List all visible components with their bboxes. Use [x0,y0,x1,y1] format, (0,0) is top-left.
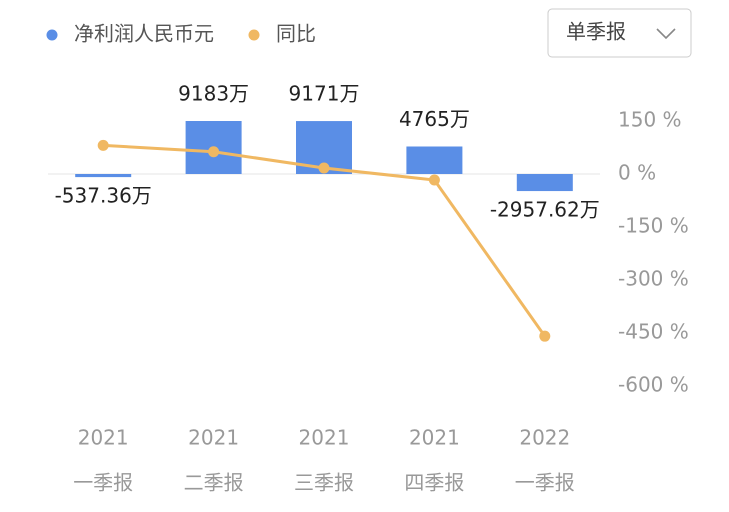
line-point [539,330,551,342]
x-tick-label: 二季报 [184,471,244,495]
x-tick-label: 2021 [188,426,239,450]
value-label: 9171万 [289,82,360,106]
bar [75,174,132,178]
y2-tick-label: -450 % [618,320,689,344]
x-tick-label: 三季报 [294,471,354,495]
legend-marker [248,29,260,41]
value-label: -537.36万 [55,184,152,208]
x-tick-label: 2021 [78,426,129,450]
value-label: 9183万 [178,82,249,106]
y2-tick-label: 0 % [618,161,656,185]
legend-label: 净利润人民币元 [74,22,214,46]
x-tick-label: 2021 [409,426,460,450]
legend-marker [46,29,58,41]
value-label: -2957.62万 [490,198,600,222]
x-tick-label: 2022 [519,426,570,450]
y2-tick-label: -150 % [618,214,689,238]
bar [516,174,573,192]
y2-tick-label: -300 % [618,267,689,291]
x-tick-label: 一季报 [515,471,575,495]
select-label[interactable]: 单季报 [566,20,626,44]
x-tick-label: 2021 [299,426,350,450]
line-point [208,146,220,158]
period-select[interactable]: 单季报 [547,8,692,58]
x-tick-label: 四季报 [404,471,464,495]
line-point [97,139,109,151]
y2-tick-label: -600 % [618,373,689,397]
select-box[interactable] [547,8,692,58]
legend-label: 同比 [276,22,316,46]
chevron[interactable] [656,28,676,40]
value-label: 4765万 [399,107,470,131]
line-point [428,174,440,186]
bar [406,146,463,174]
line-point [318,162,330,174]
y2-tick-label: 150 % [618,108,682,132]
x-tick-label: 一季报 [73,471,133,495]
